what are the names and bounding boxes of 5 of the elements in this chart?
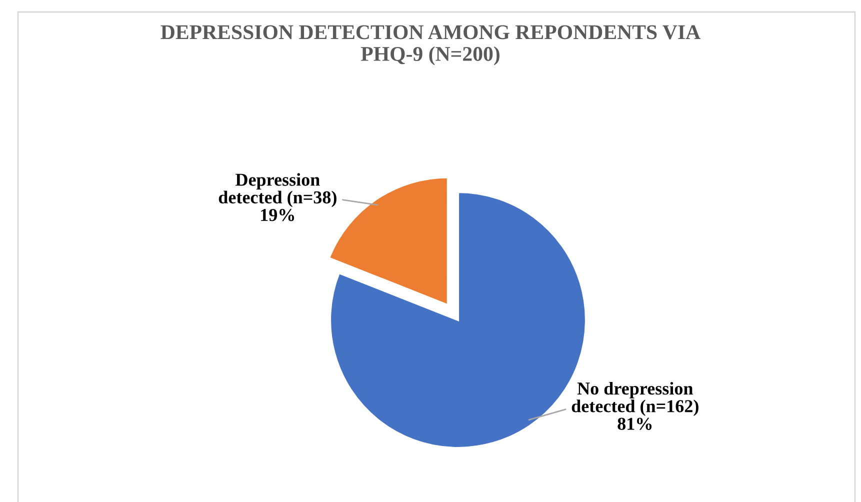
chart-title: DEPRESSION DETECTION AMONG REPONDENTS VIA PHQ-9 (N=200)	[160, 25, 700, 66]
slice-label: No drepression detected (n=162)	[572, 382, 698, 416]
slice-label: Depression detected (n=38)	[218, 173, 336, 208]
data-label: 19%	[261, 208, 294, 222]
data-label: 81%	[618, 418, 652, 430]
